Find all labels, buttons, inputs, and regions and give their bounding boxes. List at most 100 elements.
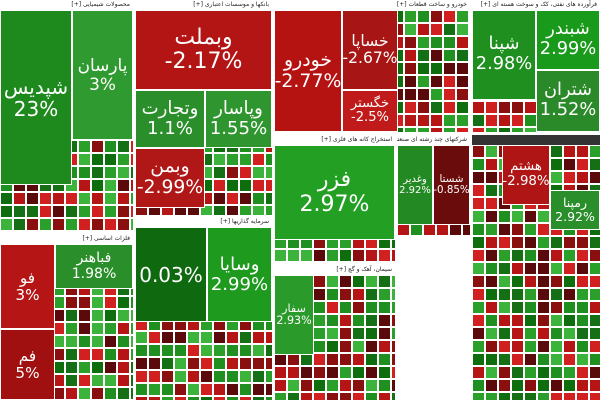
small-tile <box>511 210 524 223</box>
small-tile <box>13 218 26 231</box>
small-tile <box>404 36 417 49</box>
small-tile <box>589 353 600 366</box>
small-tile <box>252 179 265 192</box>
small-tile <box>91 231 104 232</box>
small-tile <box>472 158 485 171</box>
small-tile <box>524 314 537 327</box>
small-tile <box>274 392 287 400</box>
small-tile <box>339 340 352 353</box>
small-tile <box>472 101 485 114</box>
small-tile <box>456 10 469 23</box>
small-tile <box>300 379 313 392</box>
small-tile <box>498 288 511 301</box>
small-tile <box>511 127 524 132</box>
small-tile <box>239 396 252 400</box>
small-tile <box>104 205 117 218</box>
small-tile <box>537 236 550 249</box>
small-tile <box>417 23 430 36</box>
tile: 0.03% <box>135 227 207 322</box>
small-tile <box>352 392 365 400</box>
small-tile <box>430 62 443 75</box>
small-tile <box>469 127 470 132</box>
small-tile <box>117 192 130 205</box>
small-tile <box>287 366 300 379</box>
small-tile <box>26 205 39 218</box>
small-tile <box>78 348 91 361</box>
sector-title: محصولات شیمیایی [+] <box>0 0 133 10</box>
small-tile <box>274 366 287 379</box>
small-tile <box>226 370 239 383</box>
small-tile <box>104 166 117 179</box>
small-tile <box>417 127 430 132</box>
small-tile <box>576 327 589 340</box>
small-tile <box>161 396 174 400</box>
small-tile <box>524 327 537 340</box>
small-tile <box>378 314 391 327</box>
small-tile <box>365 353 378 366</box>
small-tile <box>550 340 563 353</box>
small-tile <box>524 223 537 236</box>
small-tile <box>498 101 511 114</box>
small-tile <box>511 340 524 353</box>
small-tile <box>563 314 576 327</box>
small-tile <box>456 36 469 49</box>
small-tile <box>472 114 485 127</box>
tile: شپنا 2.98% <box>472 10 536 100</box>
small-tile <box>135 370 148 383</box>
small-tile <box>91 179 104 192</box>
small-tile <box>213 331 226 344</box>
small-tile <box>391 275 395 288</box>
small-tile <box>187 383 200 396</box>
small-tile <box>589 249 600 262</box>
small-tile <box>524 275 537 288</box>
small-tile <box>265 357 272 370</box>
small-tile <box>365 301 378 314</box>
small-tile <box>485 171 498 184</box>
small-tile <box>472 184 485 197</box>
small-tile <box>524 379 537 392</box>
small-tile <box>550 158 563 171</box>
tile-change: 1.52% <box>539 100 597 120</box>
small-tile <box>391 262 395 263</box>
small-tile <box>265 205 272 215</box>
small-tile <box>576 171 589 184</box>
small-tile <box>326 288 339 301</box>
small-tile <box>117 179 130 192</box>
small-tile <box>174 370 187 383</box>
small-tile <box>339 249 352 262</box>
small-tile <box>550 366 563 379</box>
small-tile <box>443 49 456 62</box>
tile-change: -2.99% <box>136 177 204 198</box>
small-tile <box>589 392 600 400</box>
small-tile <box>326 275 339 288</box>
small-tile <box>472 127 485 132</box>
small-tile <box>485 340 498 353</box>
tile: خگستر -2.5% <box>342 90 398 132</box>
small-tile <box>226 383 239 396</box>
small-tile <box>352 379 365 392</box>
small-tile <box>472 301 485 314</box>
small-tile <box>187 344 200 357</box>
small-tile <box>78 218 91 231</box>
small-tile <box>430 49 443 62</box>
small-tile <box>563 327 576 340</box>
small-tile <box>326 327 339 340</box>
small-tile <box>485 379 498 392</box>
tile: وسایا 2.99% <box>207 227 272 322</box>
small-tile <box>365 366 378 379</box>
small-tile <box>472 197 485 210</box>
small-tile <box>498 379 511 392</box>
small-tile <box>187 370 200 383</box>
small-tile <box>91 205 104 218</box>
small-tile <box>589 145 600 158</box>
small-tile <box>417 49 430 62</box>
small-tile <box>456 75 469 88</box>
small-tile <box>252 153 265 166</box>
small-tile <box>326 379 339 392</box>
small-tile <box>274 249 287 262</box>
tile-name: خگستر <box>350 95 390 111</box>
small-tile <box>339 262 352 263</box>
small-tile <box>78 231 91 232</box>
small-tile <box>65 309 78 322</box>
small-tile <box>576 158 589 171</box>
